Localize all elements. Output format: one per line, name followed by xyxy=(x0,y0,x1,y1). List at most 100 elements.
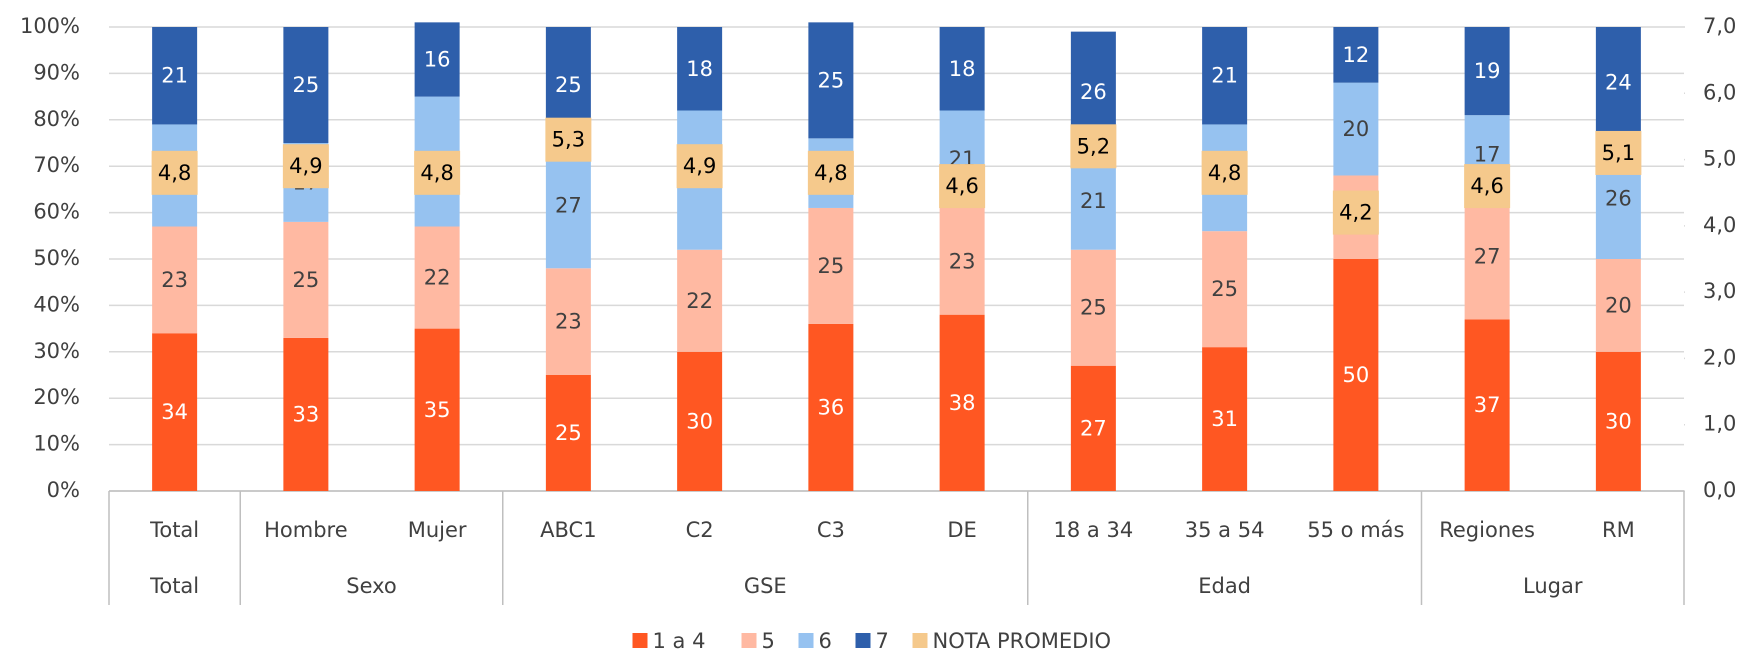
average-marker xyxy=(939,164,986,209)
value-label: 17 xyxy=(1474,143,1501,167)
x-tick-label: C2 xyxy=(686,518,714,542)
average-marker xyxy=(1070,124,1117,169)
value-label: 21 xyxy=(1080,189,1107,213)
value-label: 27 xyxy=(1080,416,1107,440)
average-marker xyxy=(545,117,592,162)
average-marker xyxy=(676,144,723,189)
bar-segment xyxy=(939,27,985,111)
x-tick-label: C3 xyxy=(817,518,845,542)
value-label: 22 xyxy=(686,289,713,313)
value-label: 21 xyxy=(1211,64,1238,88)
bar-segment xyxy=(1070,249,1116,366)
legend-swatch xyxy=(741,633,757,648)
bar-segment xyxy=(939,314,985,491)
average-marker xyxy=(151,150,198,195)
value-label: 25 xyxy=(1080,296,1107,320)
value-label: 24 xyxy=(1605,71,1632,95)
value-label: 23 xyxy=(161,268,188,292)
y2-tick-label: 3,0 xyxy=(1703,279,1736,303)
average-label: 4,6 xyxy=(945,174,978,198)
average-marker xyxy=(414,150,461,195)
average-label: 4,2 xyxy=(1339,201,1372,225)
average-label: 4,8 xyxy=(158,161,191,185)
value-label: 27 xyxy=(1474,245,1501,269)
y2-tick-label: 2,0 xyxy=(1703,345,1736,369)
average-label: 5,3 xyxy=(552,128,585,152)
bar-segment xyxy=(1464,319,1510,491)
y2-tick-label: 0,0 xyxy=(1703,478,1736,502)
legend-swatch xyxy=(798,633,814,648)
bar-segment xyxy=(1333,82,1379,176)
x-tick-label: 18 a 34 xyxy=(1054,518,1134,542)
value-label: 25 xyxy=(818,68,845,92)
bar-segment xyxy=(677,351,723,491)
bar-segment xyxy=(1464,27,1510,116)
average-label: 4,9 xyxy=(683,154,716,178)
bar-segment xyxy=(545,268,591,375)
value-label: 25 xyxy=(1211,277,1238,301)
bar-segment xyxy=(1202,27,1248,125)
value-label: 20 xyxy=(1605,293,1632,317)
value-label: 26 xyxy=(1605,187,1632,211)
y-tick-label: 50% xyxy=(33,246,80,270)
value-label: 30 xyxy=(1605,409,1632,433)
value-label: 12 xyxy=(1343,43,1370,67)
y-tick-label: 70% xyxy=(33,153,80,177)
value-label: 20 xyxy=(1343,117,1370,141)
bar-segment xyxy=(414,328,460,491)
value-label: 16 xyxy=(424,47,451,71)
value-label: 21 xyxy=(161,64,188,88)
y-tick-label: 40% xyxy=(33,292,80,316)
bar-segment xyxy=(808,207,854,324)
x-tick-label: Regiones xyxy=(1439,518,1535,542)
y2-tick-label: 4,0 xyxy=(1703,213,1736,237)
bar-segment xyxy=(414,22,460,97)
bar-segment xyxy=(152,226,198,334)
average-label: 4,8 xyxy=(1208,161,1241,185)
group-label: Total xyxy=(149,574,199,598)
y-tick-label: 80% xyxy=(33,107,80,131)
y-tick-label: 90% xyxy=(33,60,80,84)
y-tick-label: 10% xyxy=(33,432,80,456)
bar-segment xyxy=(152,27,198,125)
average-label: 4,8 xyxy=(420,161,453,185)
value-label: 26 xyxy=(1080,80,1107,104)
bar-segment xyxy=(1202,347,1248,491)
bar-segment xyxy=(1595,27,1641,139)
x-tick-label: Mujer xyxy=(408,518,467,542)
average-marker xyxy=(1332,190,1379,235)
bar-segment xyxy=(1333,259,1379,491)
value-label: 25 xyxy=(555,421,582,445)
y-tick-label: 100% xyxy=(20,14,80,38)
average-label: 4,9 xyxy=(289,154,322,178)
bar-segment xyxy=(1070,365,1116,491)
value-label: 19 xyxy=(1474,59,1501,83)
bar-segment xyxy=(283,337,329,491)
bar-segment xyxy=(1464,194,1510,320)
x-tick-label: 35 a 54 xyxy=(1185,518,1265,542)
x-tick-label: DE xyxy=(947,518,976,542)
value-label: 27 xyxy=(555,194,582,218)
legend-label: 5 xyxy=(762,629,775,653)
group-label: GSE xyxy=(744,574,787,598)
x-tick-label: RM xyxy=(1602,518,1635,542)
value-label: 50 xyxy=(1343,363,1370,387)
y-tick-label: 60% xyxy=(33,200,80,224)
bar-segment xyxy=(283,27,329,143)
value-label: 25 xyxy=(555,73,582,97)
value-label: 36 xyxy=(818,395,845,419)
bar-segment xyxy=(1333,27,1379,83)
bar-segment xyxy=(283,221,329,338)
value-label: 25 xyxy=(818,254,845,278)
value-label: 34 xyxy=(161,400,188,424)
value-label: 31 xyxy=(1211,407,1238,431)
bar-segment xyxy=(545,375,591,491)
average-marker xyxy=(282,144,329,189)
y-tick-label: 30% xyxy=(33,339,80,363)
y-tick-label: 0% xyxy=(47,478,80,502)
group-label: Lugar xyxy=(1523,574,1583,598)
average-label: 5,2 xyxy=(1077,134,1110,158)
y2-tick-label: 5,0 xyxy=(1703,147,1736,171)
y2-tick-label: 7,0 xyxy=(1703,14,1736,38)
